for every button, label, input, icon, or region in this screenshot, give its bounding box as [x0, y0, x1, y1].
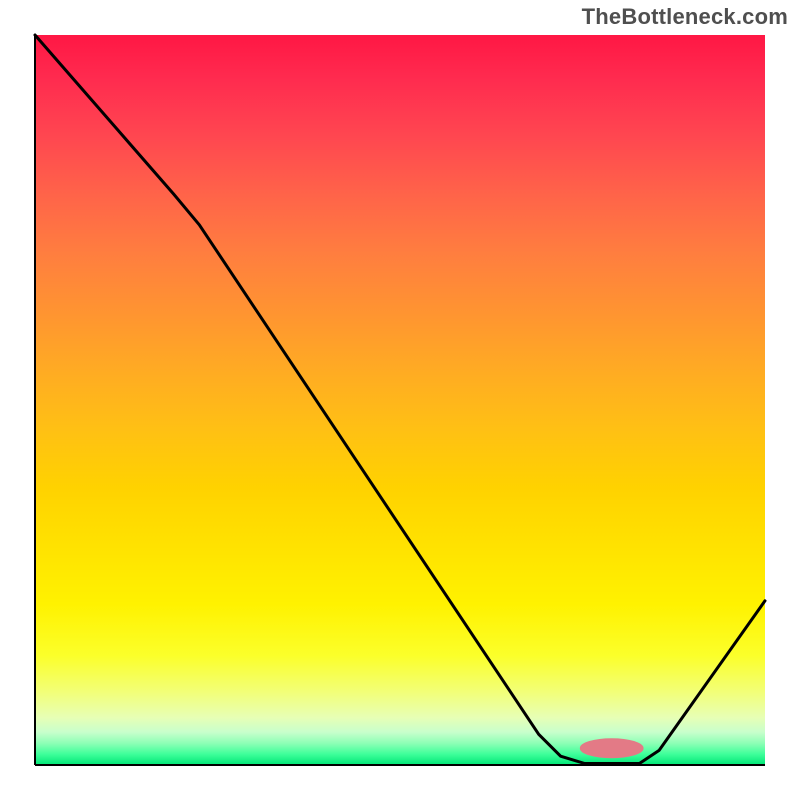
- plot-gradient-bg: [35, 35, 765, 765]
- minimum-marker: [580, 739, 643, 758]
- watermark-text: TheBottleneck.com: [582, 4, 788, 30]
- chart-container: { "watermark": { "text": "TheBottleneck.…: [0, 0, 800, 800]
- chart-svg: [0, 0, 800, 800]
